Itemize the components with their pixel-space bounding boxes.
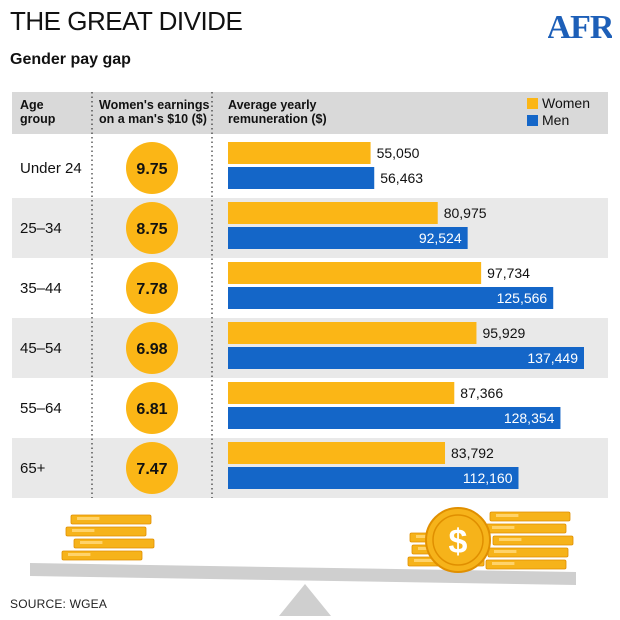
ratio-circle (126, 142, 178, 194)
bar-label-men: 56,463 (380, 170, 423, 186)
big-coin-rim (432, 514, 484, 566)
column-separators (91, 92, 213, 498)
coin-left-shine (68, 553, 91, 556)
bar-men (228, 467, 519, 489)
age-group-label: Under 24 (20, 160, 82, 177)
ratio-circle (126, 442, 178, 494)
ratio-circle (126, 382, 178, 434)
bar-men (228, 407, 561, 429)
bar-women (228, 262, 482, 284)
coin-right-shine (494, 550, 517, 553)
bar-label-women: 55,050 (377, 145, 420, 161)
scale-beam (30, 563, 576, 585)
coin-left-shine (72, 529, 95, 532)
balance-scale-illustration: $ (30, 507, 576, 616)
bar-women (228, 142, 371, 164)
bar-men (228, 347, 584, 369)
ratio-value: 6.98 (136, 341, 167, 358)
age-group-label: 25–34 (20, 220, 62, 237)
ratio-value: 7.47 (136, 461, 167, 478)
header-remuneration: Average yearly remuneration ($) (228, 98, 327, 126)
bar-label-men: 125,566 (497, 290, 548, 306)
dollar-sign-icon: $ (449, 523, 468, 561)
bar-women (228, 202, 438, 224)
coin-right-shine (492, 562, 515, 565)
bar-label-men: 92,524 (419, 230, 462, 246)
big-coin (425, 507, 491, 573)
age-group-label: 45–54 (20, 340, 62, 357)
chart-rows: Under 24 9.75 55,050 56,463 25–34 8.75 80,975 9… (20, 142, 584, 494)
afr-logo: AFR (548, 9, 612, 44)
coin-right-shine (499, 538, 522, 541)
legend-label-men: Men (542, 112, 569, 128)
bar-men (228, 167, 375, 189)
afr-logo-text: AFR (548, 9, 612, 44)
bar-women (228, 442, 446, 464)
ratio-circle (126, 322, 178, 374)
age-group-label: 35–44 (20, 280, 62, 297)
bar-label-men: 137,449 (527, 350, 578, 366)
age-group-label: 65+ (20, 460, 46, 477)
bar-women (228, 382, 455, 404)
header-ratio: Women's earnings on a man's $10 ($) (99, 98, 209, 126)
bar-men (228, 227, 468, 249)
chart-title: THE GREAT DIVIDE (10, 6, 243, 36)
coin-right-shine (414, 559, 436, 562)
ratio-value: 8.75 (136, 221, 167, 238)
age-group-label: 55–64 (20, 400, 62, 417)
bar-label-women: 80,975 (444, 205, 487, 221)
ratio-circle (126, 262, 178, 314)
bar-label-women: 95,929 (482, 325, 525, 341)
ratio-value: 7.78 (136, 281, 167, 298)
ratio-value: 6.81 (136, 401, 167, 418)
header-age-group: Age group (20, 98, 56, 126)
ratio-circle (126, 202, 178, 254)
legend-swatch-women (527, 98, 538, 109)
coin-left-shine (77, 517, 100, 520)
coin-right-shine (492, 526, 515, 529)
bar-label-men: 128,354 (504, 410, 555, 426)
coin-left-shine (80, 541, 103, 544)
bar-label-women: 87,366 (460, 385, 503, 401)
coin-right-shine (496, 514, 519, 517)
bar-label-women: 83,792 (451, 445, 494, 461)
header-background (12, 92, 608, 134)
table-header: Age group Women's earnings on a man's $10 (… (20, 95, 590, 128)
bar-women (228, 322, 477, 344)
scale-fulcrum (279, 584, 331, 616)
source-note: SOURCE: WGEA (10, 597, 108, 611)
chart-subtitle: Gender pay gap (10, 51, 131, 68)
legend-label-women: Women (542, 95, 590, 111)
legend-swatch-men (527, 115, 538, 126)
ratio-value: 9.75 (136, 161, 167, 178)
bar-label-men: 112,160 (463, 470, 513, 486)
bar-men (228, 287, 554, 309)
bar-label-women: 97,734 (487, 265, 530, 281)
